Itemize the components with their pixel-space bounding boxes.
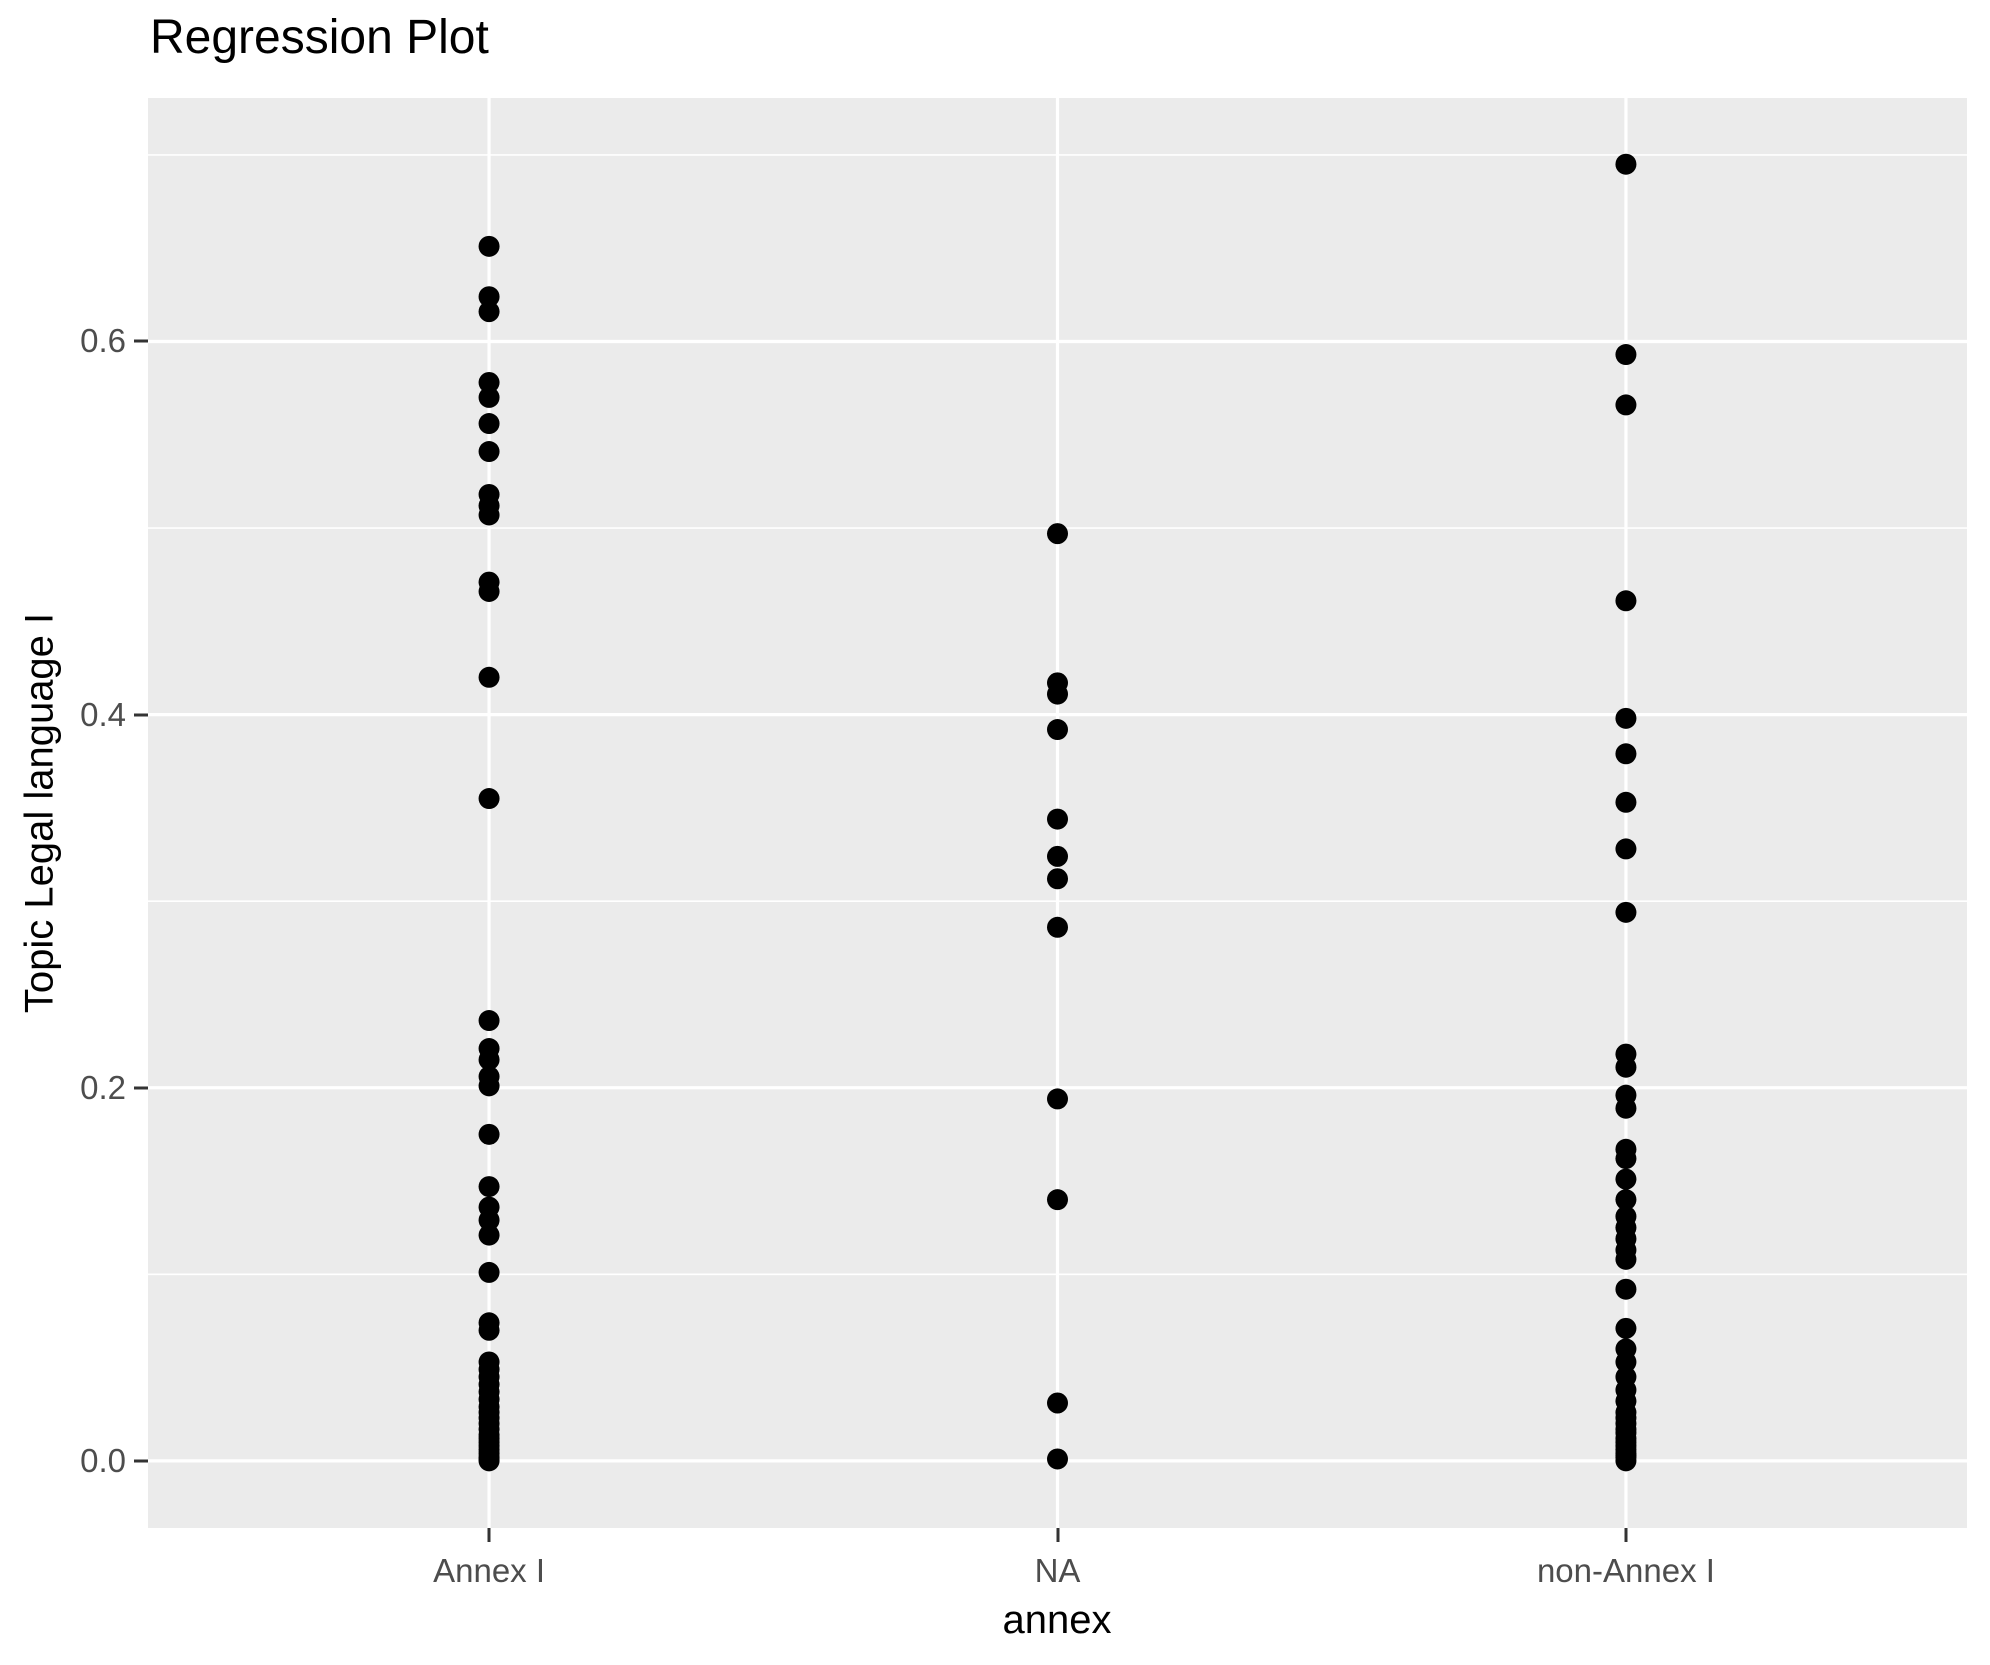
data-point: [1047, 523, 1068, 545]
y-axis-title: Topic Legal language I: [17, 612, 62, 1014]
plot-title: Regression Plot: [150, 11, 489, 64]
data-point: [478, 286, 500, 308]
data-point: [1615, 743, 1637, 765]
y-tick-label: 0.4: [80, 695, 126, 733]
data-point: [1047, 683, 1068, 705]
data-point: [1615, 344, 1637, 366]
data-point: [478, 1209, 500, 1231]
data-point: [1047, 916, 1068, 938]
data-point: [1615, 791, 1637, 813]
x-tick-label-non-annex-i: non-Annex I: [1536, 1552, 1715, 1589]
data-point: [1047, 1448, 1068, 1470]
y-tick-mark: [134, 1459, 148, 1463]
data-point: [1615, 1317, 1637, 1339]
x-tick-label-na: NA: [1034, 1552, 1081, 1589]
data-point: [1615, 1351, 1637, 1373]
data-point: [478, 580, 500, 602]
data-point: [1615, 1189, 1637, 1211]
data-point: [478, 413, 500, 435]
data-point: [478, 1224, 500, 1246]
data-point: [1047, 808, 1068, 830]
y-tick-label: 0.0: [80, 1441, 126, 1479]
data-point: [1615, 153, 1637, 175]
data-point: [478, 1075, 500, 1097]
data-point: [1047, 845, 1068, 867]
y-tick-label: 0.6: [80, 322, 126, 360]
data-point: [478, 1261, 500, 1283]
data-point: [1047, 1392, 1068, 1414]
data-point: [478, 372, 500, 394]
data-point: [1615, 1056, 1637, 1078]
x-tick-label-annex-i: Annex I: [433, 1552, 546, 1589]
data-point: [478, 386, 500, 408]
data-point: [1615, 590, 1637, 612]
data-point: [1615, 838, 1637, 860]
data-point: [478, 1049, 500, 1071]
data-point: [1615, 1168, 1637, 1190]
data-point: [1047, 868, 1068, 890]
data-point: [478, 788, 500, 810]
data-point: [1047, 1189, 1068, 1211]
data-point: [1615, 1097, 1637, 1119]
data-point: [478, 441, 500, 463]
plot-panel: [148, 98, 1967, 1528]
data-point: [478, 666, 500, 688]
data-point: [1047, 1088, 1068, 1110]
data-point: [478, 504, 500, 526]
y-tick-mark: [134, 1086, 148, 1090]
data-point: [1615, 1248, 1637, 1270]
data-point: [478, 1010, 500, 1032]
data-point: [1615, 901, 1637, 923]
y-tick-mark: [134, 713, 148, 717]
x-tick-mark: [1624, 1528, 1628, 1542]
data-point: [1047, 719, 1068, 741]
data-point: [1615, 707, 1637, 729]
data-point: [478, 301, 500, 323]
data-point: [478, 1176, 500, 1198]
scatter-points-canvas: [148, 98, 1967, 1528]
data-point: [1615, 1148, 1637, 1170]
data-point: [478, 1450, 500, 1472]
x-axis-title: annex: [1002, 1598, 1112, 1642]
data-point: [1615, 1450, 1637, 1472]
x-tick-mark: [1056, 1528, 1059, 1542]
data-point: [478, 235, 500, 257]
y-tick-label: 0.2: [80, 1068, 126, 1106]
y-tick-mark: [134, 339, 148, 343]
data-point: [478, 1319, 500, 1341]
x-tick-mark: [487, 1528, 491, 1542]
data-point: [1615, 1278, 1637, 1300]
data-point: [478, 1123, 500, 1145]
data-point: [1615, 394, 1637, 416]
